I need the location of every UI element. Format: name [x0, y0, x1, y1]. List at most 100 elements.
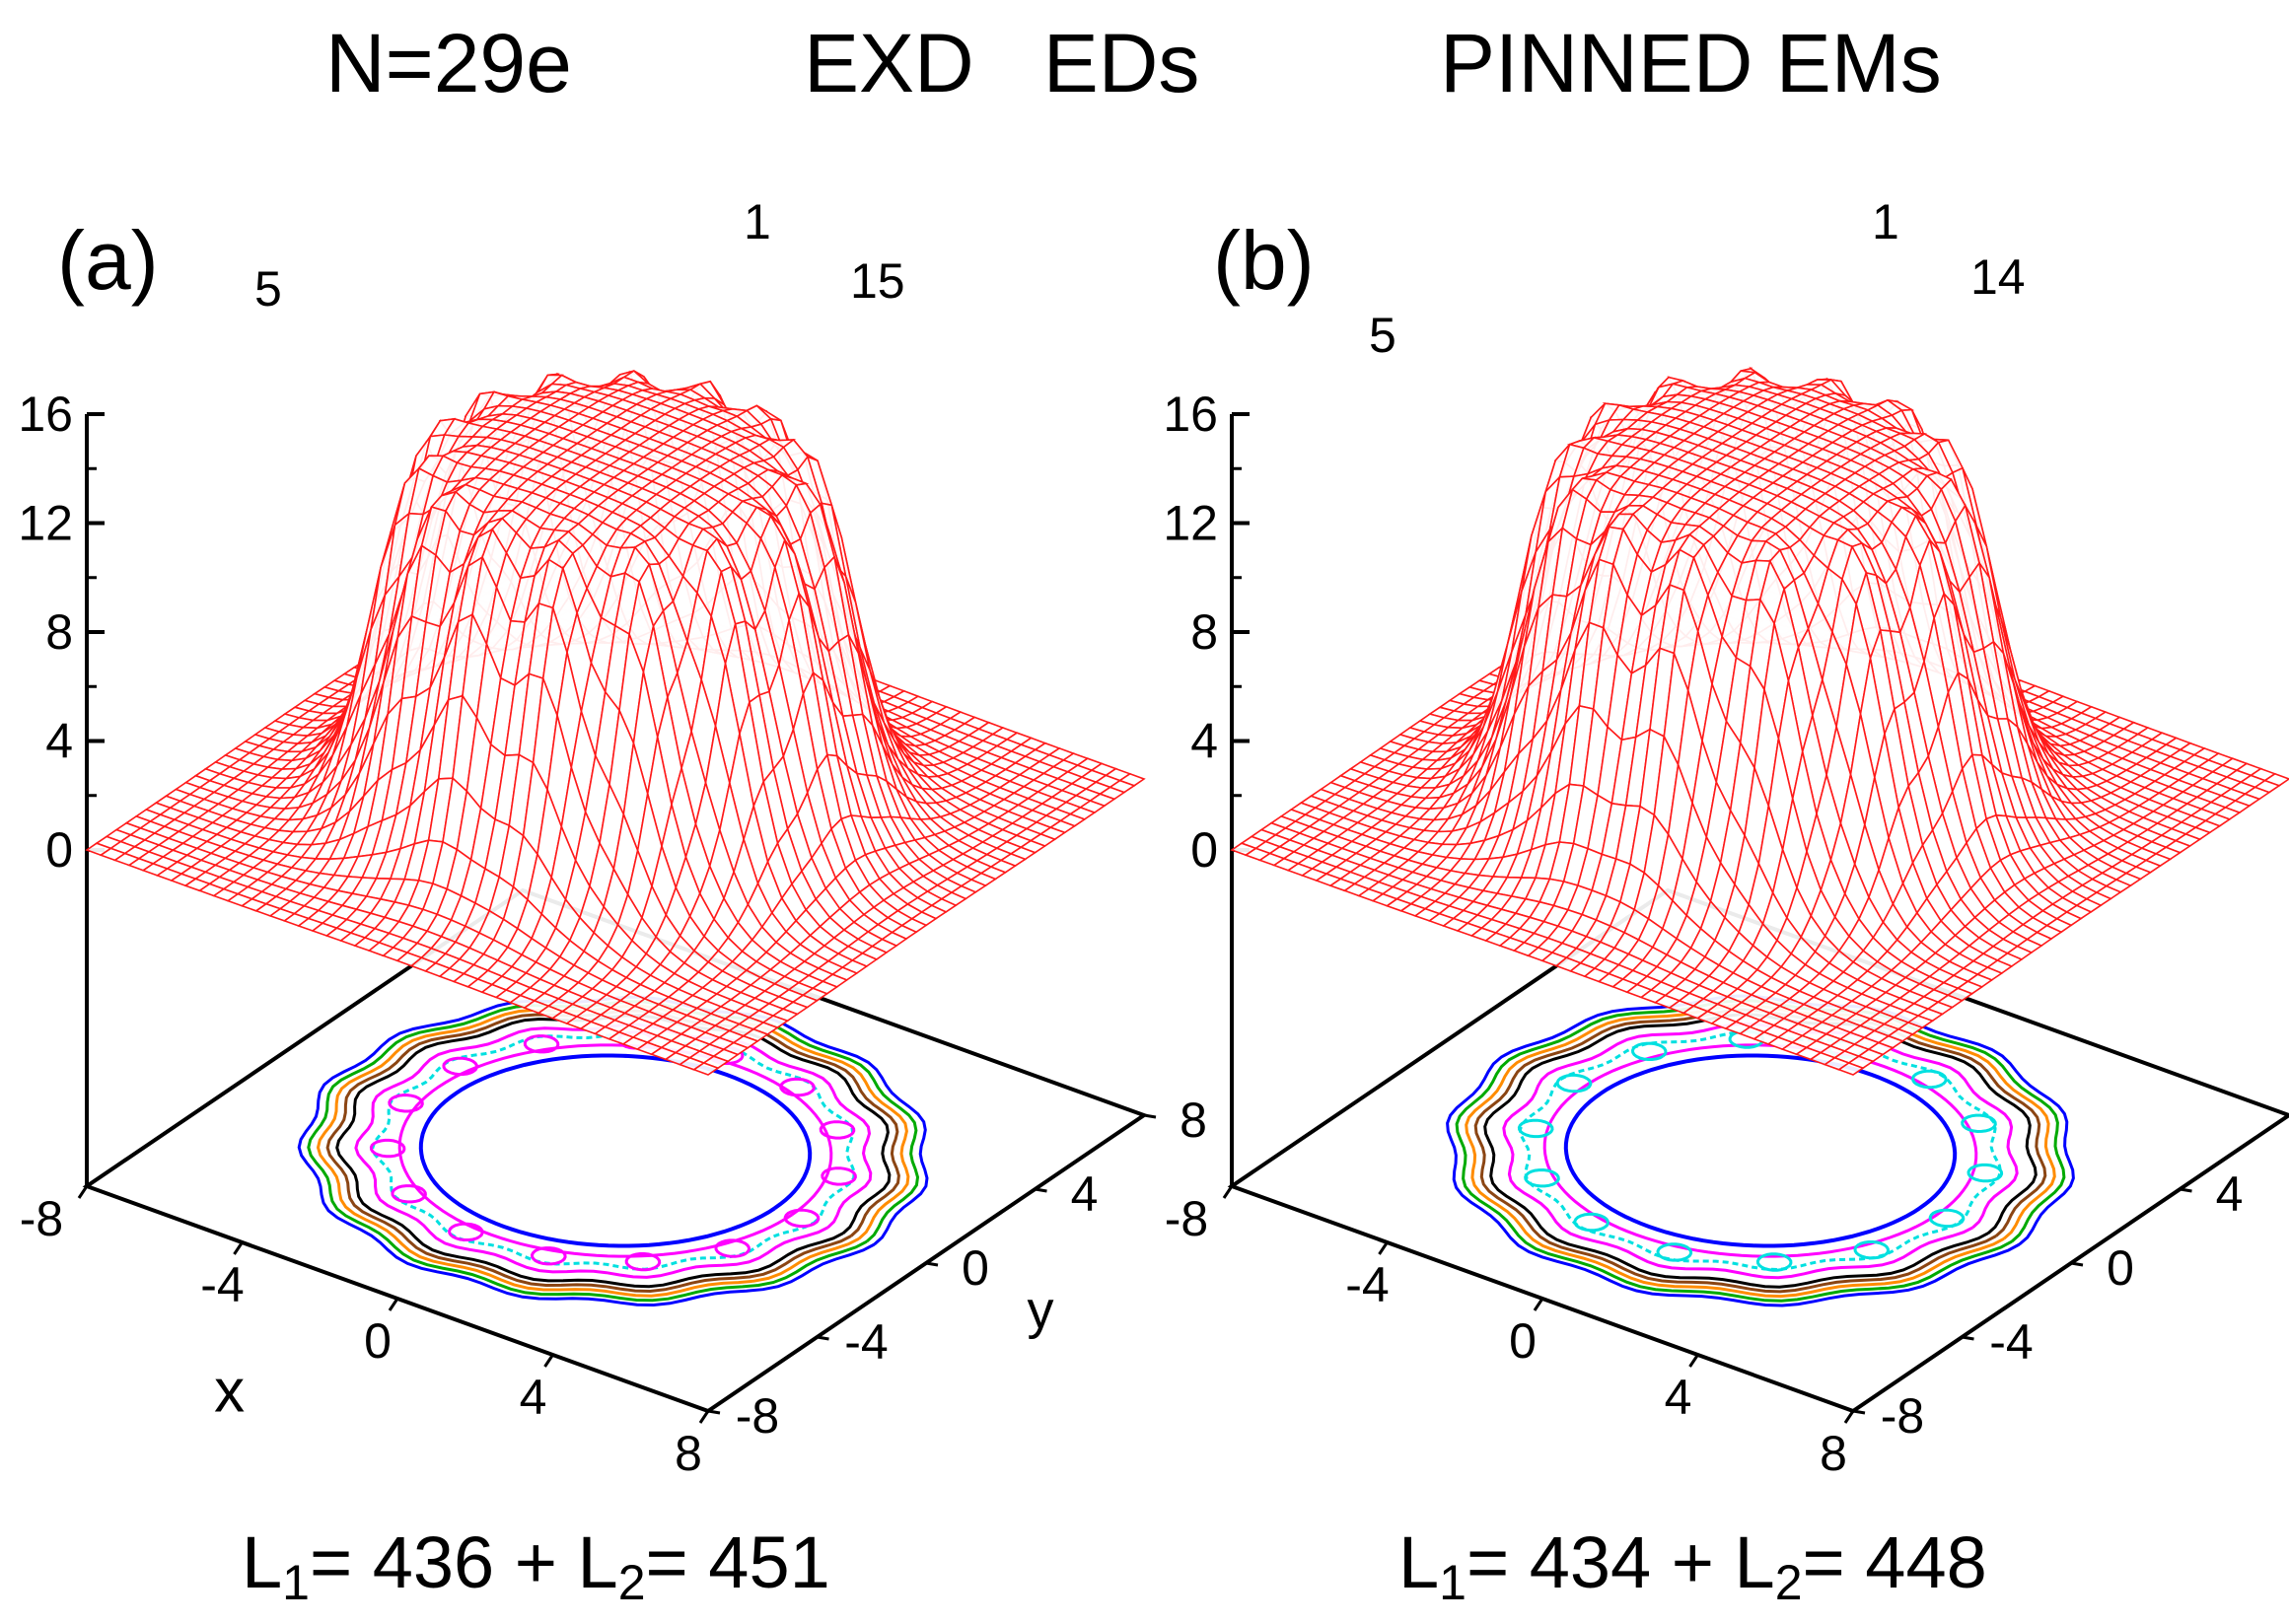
- panel-a-contour-ring: [335, 1014, 892, 1289]
- panel-a-contour-peak-loop: [369, 1138, 406, 1159]
- panel-a-z-tick-label: 4: [45, 714, 73, 769]
- panel-b-label: (b): [1213, 214, 1315, 307]
- panel-a-x-tick: [543, 1354, 554, 1368]
- panel-b-contour-ring: [1455, 999, 2066, 1303]
- panel-b-z-tick-label: 0: [1190, 822, 1218, 878]
- panel-a-contour-ring: [297, 995, 929, 1307]
- panel-a-contour-peak-loop: [448, 1222, 484, 1241]
- panel-a-contour-ring: [307, 1000, 920, 1303]
- panel-b-z-tick-label: 4: [1190, 714, 1218, 769]
- panel-a-z-tick-label: 16: [18, 387, 73, 442]
- panel-a-contour-peak-loop: [388, 1094, 424, 1113]
- panel-b-x-tick: [1688, 1354, 1699, 1368]
- panel-b-x-tick: [1378, 1241, 1389, 1255]
- panel-b-contour-peak-loop: [1911, 1069, 1948, 1090]
- panel-b-contour-peak-loop: [1524, 1167, 1560, 1188]
- panel-b-contour-peak-loop: [1630, 1041, 1668, 1061]
- panel-a-y-tick-label: 8: [1180, 1093, 1207, 1148]
- panel-b-surface-mesh: [1230, 366, 2289, 1076]
- panel-a-y-tick-label: 4: [1071, 1166, 1099, 1222]
- panel-b-x-tick-label: 4: [1665, 1370, 1692, 1425]
- panel-b-contour-ring: [1518, 1029, 2003, 1272]
- panel-a-y-tick-label: -8: [736, 1388, 779, 1444]
- panel-a-y-tick-label: -4: [844, 1314, 888, 1370]
- panel-b-contour-peak-loop: [1573, 1212, 1609, 1233]
- panel-a-caption: L1= 436 + L2= 451: [242, 1526, 830, 1610]
- panel-a-contour-peak-loop: [821, 1166, 857, 1186]
- panel-a-x-tick-label: 4: [520, 1370, 547, 1425]
- panel-b-contour-peak-loop: [1755, 1252, 1793, 1272]
- panel-a-surface-cell: [691, 1062, 720, 1076]
- panel-b-l2-value: = 448: [1802, 1521, 1987, 1603]
- panel-a-contour-peak-loop: [819, 1120, 856, 1140]
- panel-b-contour-ring: [1446, 994, 2075, 1307]
- panel-b-contour-peak-loop: [1928, 1208, 1966, 1229]
- panel-a-contour-peak-loop: [530, 1246, 567, 1266]
- panel-b-y-tick-label: -8: [1881, 1388, 1924, 1444]
- panel-a-y-tick: [1035, 1187, 1047, 1193]
- panel-a-y-tick: [817, 1335, 829, 1341]
- panel-a-x-tick-label: 0: [364, 1313, 392, 1369]
- panel-b-contour-ring: [1542, 1043, 1978, 1258]
- panel-b-peak-left-label: 5: [1369, 308, 1396, 363]
- panel-a-contour-ring: [325, 1009, 900, 1294]
- panel-b-contour-peak-loop: [1853, 1240, 1891, 1260]
- panel-a-x-tick-label: -4: [200, 1257, 244, 1312]
- panel-b-l1-value: = 434 +: [1466, 1521, 1735, 1603]
- panel-b-contour-peak-loop: [1961, 1113, 1997, 1134]
- panel-b-y-tick: [1852, 1409, 1866, 1415]
- panel-a-z-tick-label: 12: [18, 496, 73, 551]
- panel-a-l2-prefix: L: [577, 1521, 618, 1603]
- panel-b-contour-ring: [1502, 1022, 2019, 1280]
- panel-b-caption: L1= 434 + L2= 448: [1398, 1526, 1987, 1610]
- panel-a-contour-peak-loop: [714, 1238, 751, 1258]
- panel-b-contour-peak-loop: [1517, 1118, 1554, 1139]
- panel-b-contour-ring: [1473, 1008, 2047, 1294]
- panel-b-y-tick-label: 0: [2107, 1240, 2134, 1296]
- panel-a-contour-ring: [316, 1004, 910, 1298]
- panel-b-l2-prefix: L: [1734, 1521, 1775, 1603]
- panel-a-contour-ring: [371, 1030, 856, 1271]
- panel-b-x-tick: [1222, 1185, 1234, 1199]
- panel-a-chart: 16 12 8 4 0 -8 -4 0 4 8 -8 -4 0 4 8 x y: [18, 370, 1207, 1481]
- panel-b-x-tick-label: 8: [1820, 1426, 1847, 1481]
- panel-b-z-tick-label: 12: [1163, 496, 1218, 551]
- panel-a-contour-ring: [397, 1043, 833, 1258]
- panel-a-contour-peak-loop: [391, 1184, 427, 1204]
- panel-b-contour-peak-loop: [1555, 1073, 1593, 1094]
- panel-b-contour-ring: [1465, 1003, 2056, 1299]
- panel-b-peak-right-label: 14: [1970, 249, 2026, 305]
- panel-b-y-tick: [2180, 1187, 2192, 1193]
- panel-a-contour-peak-loop: [783, 1208, 821, 1229]
- panel-b-x-tick-label: 0: [1509, 1313, 1537, 1369]
- panel-a-l2-sub: 2: [617, 1555, 646, 1610]
- panel-b-base-plane: [1227, 887, 2289, 1414]
- panel-a-peak-left-label: 5: [254, 261, 282, 317]
- panel-b-contour-ring: [1483, 1013, 2038, 1289]
- panel-b-y-tick-label: 4: [2216, 1166, 2244, 1222]
- panel-a-l2-value: = 451: [645, 1521, 830, 1603]
- panel-a-x-tick-label: 8: [675, 1426, 702, 1481]
- panel-a-z-tick-label: 0: [45, 822, 73, 878]
- panel-a-surface-quads: [85, 370, 1146, 1076]
- panel-b-l1-sub: 1: [1439, 1555, 1466, 1610]
- panel-a-contour-ring: [354, 1023, 873, 1279]
- panel-a-y-tick: [707, 1409, 721, 1415]
- panel-b-contour-peak-loop: [1967, 1163, 2004, 1183]
- panel-b-peak-top-label: 1: [1872, 194, 1899, 249]
- panel-a-peak-right-label: 15: [850, 253, 905, 309]
- panel-a-z-tick-label: 8: [45, 604, 73, 660]
- panel-a-x-tick-label: -8: [20, 1191, 63, 1246]
- panel-a-surface-mesh: [85, 370, 1146, 1076]
- panel-a-contour-peak-loop: [624, 1252, 662, 1272]
- panel-a-x-tick: [388, 1298, 399, 1311]
- title-n-electrons: N=29e: [325, 17, 572, 109]
- panel-a-contour-peak-loop: [523, 1034, 560, 1054]
- panel-b-surface-cell: [1836, 1062, 1865, 1076]
- panel-a-contour-peak-loop: [442, 1056, 479, 1077]
- panel-a-l1-value: = 436 +: [309, 1521, 578, 1603]
- panel-b-y-tick: [2070, 1261, 2084, 1267]
- panel-b-l1-prefix: L: [1398, 1521, 1440, 1603]
- panel-b-x-tick-label: -4: [1345, 1257, 1389, 1312]
- panel-a-l1-prefix: L: [242, 1521, 283, 1603]
